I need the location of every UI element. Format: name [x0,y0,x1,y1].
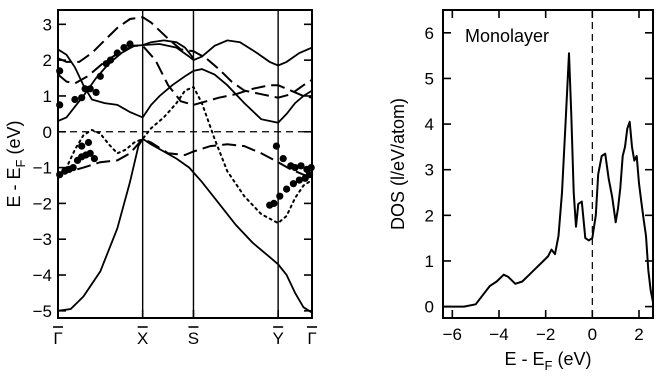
y-tick-label: −3 [33,230,52,249]
y-tick-label: 3 [43,15,52,34]
band-solid-2 [142,39,195,59]
band-dashed-5 [58,44,312,106]
y-axis-ticks: 0 1 2 3 4 5 6 [425,24,653,317]
svg-text:Γ: Γ [53,329,62,348]
k-point-dividers [141,10,279,318]
data-point [86,85,94,93]
data-point [113,49,121,57]
y-tick-label: 1 [43,87,52,106]
data-point [106,56,115,64]
svg-text:S: S [188,329,199,348]
svg-text:Y: Y [272,329,283,348]
data-point [86,149,94,157]
k-label-Y: Y [272,326,284,348]
band-structure-panel: −5 −4 −3 −2 −1 0 1 2 3 Γ X S Y Γ E - EF (eV) [4,9,317,348]
band-dashed-6 [58,137,312,178]
data-point [283,185,291,193]
data-point [295,176,303,184]
data-point [289,180,297,188]
dos-curve [443,52,653,308]
y-tick-label: −1 [33,159,52,178]
x-tick-label: 2 [634,325,643,344]
y-tick-label: 3 [425,161,434,180]
experimental-points [56,40,315,209]
data-point [291,164,299,172]
dos-frame [442,9,654,319]
data-point [69,164,77,172]
svg-text:Γ: Γ [307,329,316,348]
x-tick-label: 0 [588,325,597,344]
data-point [297,162,305,170]
band-solid-3 [58,137,312,314]
data-point [90,155,98,163]
y-axis-label: DOS (l/eV/atom) [388,98,408,230]
dos-panel: 0 1 2 3 4 5 6 −6 −4 −2 0 2 Monolayer DOS (l/eV/ato… [388,9,654,373]
k-label-S: S [188,326,199,348]
k-label-X: X [137,326,148,348]
y-tick-label: −5 [33,302,52,321]
data-point [279,155,287,163]
svg-text:X: X [137,329,148,348]
data-point [78,142,86,150]
x-axis-ticks: −6 −4 −2 0 2 [443,10,644,344]
data-point [96,72,104,80]
y-tick-label: 1 [425,252,434,271]
data-point [81,85,89,93]
data-point [270,199,278,207]
x-tick-label: −4 [489,325,508,344]
band-structure-frame [57,9,313,319]
y-tick-label: 4 [425,115,434,134]
data-point [276,192,284,200]
dos-line-0 [443,52,653,308]
y-tick-label: 6 [425,24,434,43]
x-tick-label: −6 [443,325,462,344]
band-dotted-7 [58,85,312,225]
y-tick-label: −2 [33,194,52,213]
x-axis-label: E - EF (eV) [505,349,592,373]
data-point [71,95,79,104]
data-point [84,138,93,147]
data-point [272,142,280,150]
band-dashed-4 [58,16,312,99]
k-label-Γ: Γ [307,326,317,348]
data-point [78,94,86,102]
y-tick-label: 0 [43,123,52,142]
data-point [126,40,134,48]
y-tick-label: 2 [425,206,434,225]
y-axis-label: E - EF (eV) [4,121,28,208]
y-tick-label: 2 [43,51,52,70]
k-label-Γ: Γ [53,326,63,348]
y-axis-ticks: −5 −4 −3 −2 −1 0 1 2 3 [33,15,312,321]
data-point [120,44,128,52]
band-lines [58,16,312,314]
y-tick-label: −4 [33,266,52,285]
x-tick-label: −2 [536,325,555,344]
band-solid-0 [58,48,312,124]
band-solid-1 [58,39,312,122]
monolayer-label: Monolayer [465,26,549,46]
y-tick-label: 0 [425,298,434,317]
data-point [92,88,100,96]
y-tick-label: 5 [425,69,434,88]
